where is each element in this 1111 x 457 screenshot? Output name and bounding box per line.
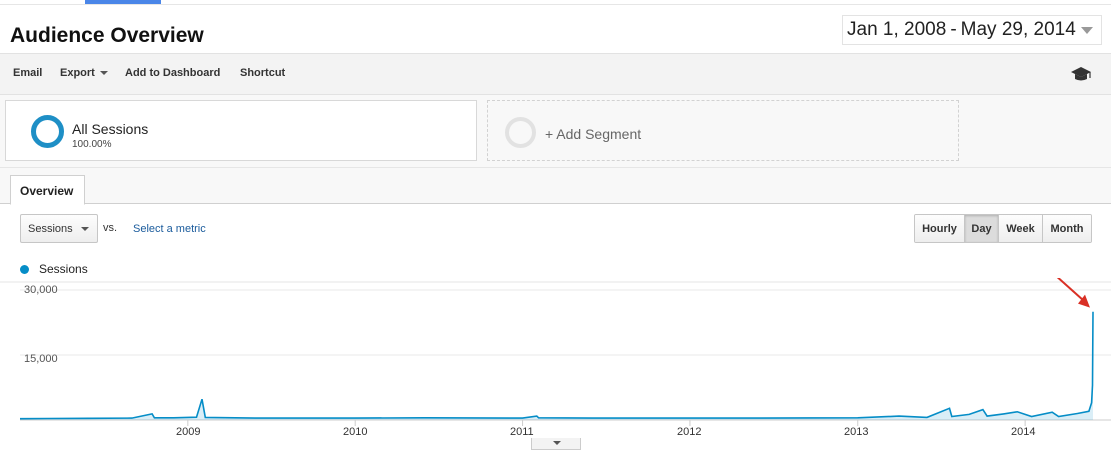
chevron-down-icon	[99, 71, 108, 76]
export-label: Export	[60, 67, 95, 79]
metric-select[interactable]: Sessions	[20, 214, 98, 243]
hourly-button[interactable]: Hourly	[915, 215, 965, 242]
top-divider	[0, 4, 1111, 5]
add-segment-button[interactable]: + Add Segment	[487, 100, 959, 161]
x-tick-label: 2012	[677, 426, 702, 438]
email-button[interactable]: Email	[13, 67, 43, 79]
date-range-start: Jan 1, 2008	[847, 19, 947, 40]
select-metric-link[interactable]: Select a metric	[133, 223, 206, 235]
chevron-down-icon	[1081, 27, 1093, 34]
y-tick-label: 30,000	[24, 284, 58, 296]
chart-legend: Sessions	[20, 262, 88, 276]
report-toolbar: Email Export Add to Dashboard Shortcut	[0, 53, 1111, 95]
granularity-toggle: Hourly Day Week Month	[914, 214, 1092, 243]
empty-ring-icon	[505, 117, 536, 148]
vs-label: vs.	[103, 222, 118, 234]
x-tick-label: 2009	[176, 426, 201, 438]
date-range-picker[interactable]: Jan 1, 2008 - May 29, 2014	[842, 15, 1102, 45]
add-segment-label: + Add Segment	[545, 126, 642, 142]
x-tick-label: 2010	[343, 426, 368, 438]
segment-name: All Sessions	[72, 121, 149, 137]
add-to-dashboard-button[interactable]: Add to Dashboard	[125, 67, 221, 79]
segment-bar: All Sessions 100.00% + Add Segment	[0, 95, 1111, 168]
segment-ring-icon	[31, 115, 64, 148]
week-button[interactable]: Week	[999, 215, 1043, 242]
series-area	[20, 311, 1093, 420]
x-tick-label: 2014	[1011, 426, 1036, 438]
shortcut-button[interactable]: Shortcut	[240, 67, 286, 79]
date-range-end: May 29, 2014	[960, 19, 1076, 40]
x-tick-label: 2013	[844, 426, 869, 438]
annotation-arrow-head	[1078, 294, 1090, 308]
top-nav-accent	[85, 0, 161, 4]
chevron-down-icon	[553, 441, 561, 445]
chevron-down-icon	[81, 227, 89, 231]
date-range-separator: -	[950, 19, 957, 40]
tab-overview[interactable]: Overview	[10, 175, 85, 205]
metric-select-value: Sessions	[28, 223, 73, 235]
export-button[interactable]: Export	[60, 67, 108, 79]
legend-dot-icon	[20, 264, 29, 274]
chart-svg	[0, 265, 1111, 426]
graduation-cap-icon[interactable]	[1070, 65, 1092, 83]
legend-series-name: Sessions	[39, 262, 88, 276]
segment-percent: 100.00%	[72, 139, 112, 150]
tab-strip: Overview	[0, 168, 1111, 205]
sessions-chart: 30,000 15,000 2009 2010 2011 2012 2013 2…	[0, 265, 1111, 457]
expand-chart-handle[interactable]	[531, 438, 581, 450]
segment-all-sessions[interactable]: All Sessions 100.00%	[5, 100, 477, 161]
series-line	[19, 311, 1094, 420]
x-tick-label: 2011	[510, 426, 534, 438]
day-button[interactable]: Day	[965, 215, 999, 242]
page-title: Audience Overview	[10, 24, 204, 47]
month-button[interactable]: Month	[1043, 215, 1091, 242]
y-tick-label: 15,000	[24, 353, 58, 365]
